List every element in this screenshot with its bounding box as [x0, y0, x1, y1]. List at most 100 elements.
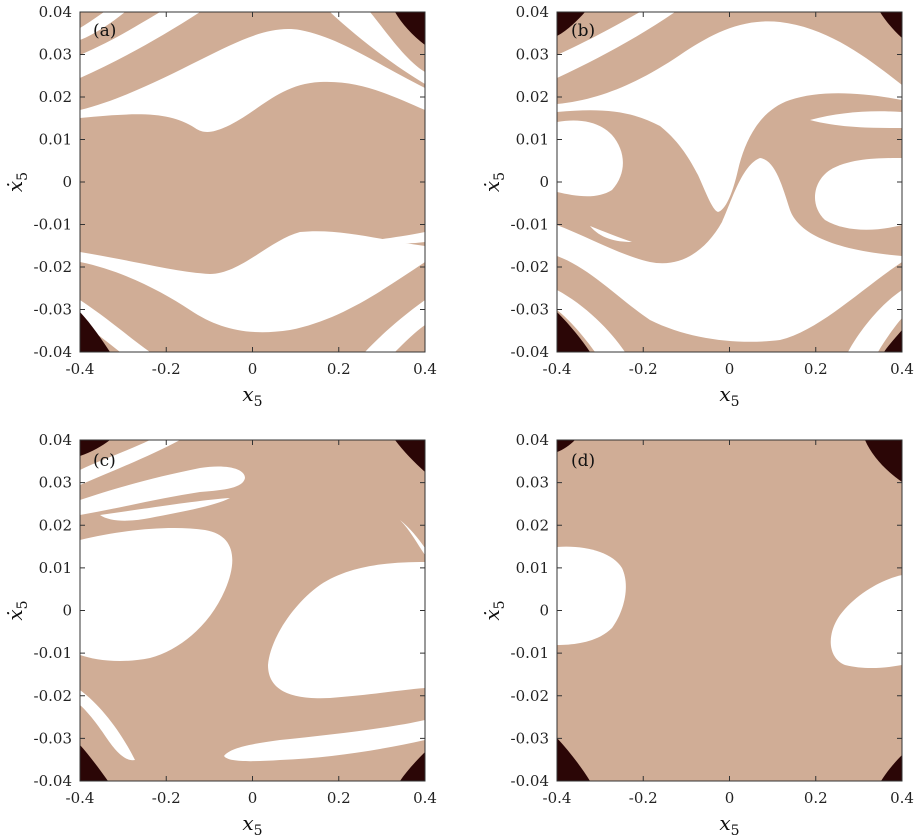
basin-region-b-dark-tl — [557, 12, 585, 36]
basin-region-b-streak-5 — [848, 290, 902, 352]
y-tick-label: 0.02 — [516, 88, 549, 106]
x-tick-label: 0 — [725, 360, 735, 378]
y-tick-label: -0.01 — [511, 644, 549, 662]
x-axis-label-sub: 5 — [254, 823, 263, 838]
x-axis-label-main: x — [719, 382, 730, 406]
basin-region-c-right — [268, 562, 425, 699]
y-tick-label: -0.02 — [34, 258, 72, 276]
y-tick-label: -0.03 — [34, 729, 72, 747]
basin-region-a-lower — [80, 231, 425, 333]
basin-region-c-dark-br — [400, 752, 425, 781]
y-tick-label: 0 — [62, 602, 72, 620]
x-tick-label: 0.2 — [804, 360, 828, 378]
y-axis-label-main: ẋ — [480, 181, 504, 192]
x-axis-label: x5 — [242, 811, 262, 838]
basin-region-c-streak-3 — [100, 498, 230, 521]
x-axis-label: x5 — [719, 811, 739, 838]
x-tick-label: -0.2 — [152, 360, 181, 378]
axes-d: -0.4 -0.2 0 0.2 0.4 -0.04 -0.03 -0.02 -0.01 0 0.01… — [480, 431, 914, 838]
basin-region-d-right — [830, 575, 902, 669]
y-tick-label: -0.04 — [34, 772, 72, 790]
y-axis-label: ẋ5 — [480, 172, 508, 192]
y-tick-label: 0.03 — [39, 46, 72, 64]
y-tick-label: 0.04 — [516, 431, 549, 449]
x-axis-label-main: x — [242, 811, 253, 835]
basin-region-c-dark-bl — [80, 745, 108, 781]
basin-region-a-upper — [80, 29, 425, 132]
basin-region-a-streak-2 — [80, 12, 125, 40]
basin-region-b-dark-tr — [880, 12, 902, 38]
x-axis-label-sub: 5 — [254, 394, 263, 410]
y-tick-label: 0.01 — [516, 131, 549, 149]
basin-map-b — [557, 12, 902, 352]
x-tick-label: -0.2 — [152, 789, 181, 807]
basin-region-b-lower — [557, 158, 902, 342]
x-tick-label: 0 — [725, 789, 735, 807]
y-axis-label-sub: 5 — [15, 172, 31, 181]
basin-region-c-dark-tr — [395, 440, 425, 472]
y-axis-label: ẋ5 — [3, 172, 31, 192]
x-tick-label: -0.4 — [66, 360, 95, 378]
x-tick-label: 0.2 — [327, 360, 351, 378]
y-axis-label-sub: 5 — [492, 600, 508, 609]
axes-a: -0.4 -0.2 0 0.2 0.4 -0.04 -0.03 -0.02 -0.01 0 0.01… — [3, 3, 437, 410]
basin-region-d-left — [557, 546, 626, 645]
y-tick-label: 0 — [539, 173, 549, 191]
y-tick-label: -0.04 — [511, 772, 549, 790]
basin-region-b-streak-4 — [557, 290, 625, 352]
axes-b: -0.4 -0.2 0 0.2 0.4 -0.04 -0.03 -0.02 -0.01 0 0.01… — [480, 3, 914, 410]
y-tick-label: -0.01 — [34, 644, 72, 662]
basin-map-c — [80, 440, 425, 781]
basin-region-a-dark-tr — [395, 12, 425, 45]
x-tick-label: 0 — [248, 360, 258, 378]
y-tick-label: -0.03 — [511, 301, 549, 319]
basin-region-c-left — [80, 528, 233, 662]
basin-region-a-streak-6 — [375, 232, 425, 244]
basin-region-a-dark-bl — [80, 312, 110, 352]
y-axis-label-sub: 5 — [15, 600, 31, 609]
basin-region-b-dark-bl — [557, 312, 590, 352]
y-tick-label: -0.02 — [34, 687, 72, 705]
panel-label-a: (a) — [93, 21, 116, 41]
basin-region-a-streak-3 — [330, 12, 425, 84]
y-tick-label: 0.02 — [39, 516, 72, 534]
y-tick-label: 0.02 — [39, 88, 72, 106]
y-tick-label: -0.04 — [511, 343, 549, 361]
basin-region-c-streak-5 — [80, 690, 135, 761]
y-tick-label: -0.02 — [511, 687, 549, 705]
y-tick-label: 0.02 — [516, 516, 549, 534]
basin-region-c-dark-tl — [80, 440, 110, 456]
x-tick-label: -0.4 — [543, 789, 572, 807]
basin-region-d-dark-br — [881, 755, 902, 781]
basin-region-b-left — [557, 120, 623, 197]
y-tick-label: 0.03 — [516, 474, 549, 492]
y-tick-label: 0.01 — [39, 559, 72, 577]
x-tick-label: 0.4 — [890, 360, 914, 378]
y-tick-label: 0.04 — [516, 3, 549, 21]
y-tick-label: 0.03 — [39, 474, 72, 492]
y-axis-label-main: ẋ — [3, 181, 27, 192]
x-tick-label: -0.4 — [543, 360, 572, 378]
y-tick-label: 0.04 — [39, 3, 72, 21]
y-axis-label: ẋ5 — [480, 600, 508, 620]
y-tick-label: -0.01 — [34, 216, 72, 234]
x-tick-label: -0.2 — [629, 360, 658, 378]
x-tick-label: 0 — [248, 789, 258, 807]
panel-d: (d) -0.4 -0.2 0 0.2 0.4 -0.04 -0.03 -0.02 -0.01 0… — [480, 431, 914, 838]
x-axis-label-sub: 5 — [731, 823, 740, 838]
x-axis-label: x5 — [719, 382, 739, 410]
y-axis-label-sub: 5 — [492, 172, 508, 181]
axes-c: -0.4 -0.2 0 0.2 0.4 -0.04 -0.03 -0.02 -0.01 0 0.01… — [3, 431, 437, 838]
y-tick-label: -0.03 — [34, 301, 72, 319]
x-tick-label: 0.2 — [804, 789, 828, 807]
basin-region-b-streak-1 — [557, 12, 675, 78]
y-tick-label: -0.03 — [511, 729, 549, 747]
basin-region-b-dark-br — [884, 330, 902, 352]
y-tick-label: -0.02 — [511, 258, 549, 276]
basin-region-c-streak-4 — [224, 720, 425, 762]
x-axis-label-main: x — [242, 382, 253, 406]
y-axis-label-main: ẋ — [480, 609, 504, 620]
basin-region-b-streak-3 — [590, 226, 632, 242]
x-axis-label-main: x — [719, 811, 730, 835]
